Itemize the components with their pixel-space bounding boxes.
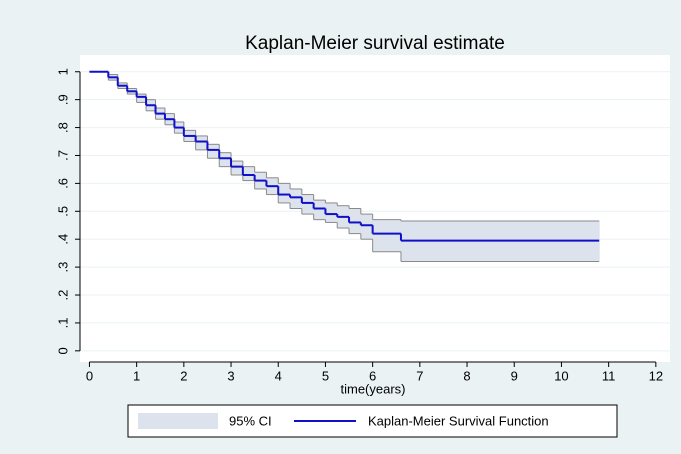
y-tick-label: .7: [55, 150, 70, 161]
x-tick-label: 0: [86, 368, 93, 383]
y-tick-label: 0: [55, 347, 70, 354]
ci-band: [325, 202, 338, 223]
x-tick-label: 12: [649, 368, 663, 383]
ci-band: [372, 219, 402, 252]
y-tick-label: 1: [55, 68, 70, 75]
ci-band: [207, 144, 220, 159]
x-tick-label: 5: [322, 368, 329, 383]
ci-band: [290, 188, 303, 209]
ci-band: [136, 94, 147, 103]
y-tick-label: .4: [55, 234, 70, 245]
ci-band: [219, 152, 232, 167]
x-tick-label: 10: [554, 368, 568, 383]
chart-title: Kaplan-Meier survival estimate: [245, 33, 505, 54]
legend-label: 95% CI: [229, 413, 272, 428]
y-tick-label: .6: [55, 178, 70, 189]
x-axis-label: time(years): [340, 381, 405, 396]
legend-label: Kaplan-Meier Survival Function: [368, 413, 549, 428]
ci-band: [360, 214, 374, 240]
ci-band: [313, 200, 326, 220]
ci-band: [195, 135, 208, 150]
ci-band: [231, 161, 244, 176]
y-tick-label: .2: [55, 290, 70, 301]
y-tick-label: .9: [55, 94, 70, 105]
ci-band: [242, 166, 256, 181]
x-tick-label: 9: [511, 368, 518, 383]
x-tick-label: 11: [602, 368, 616, 383]
y-tick-label: .1: [55, 318, 70, 329]
ci-band: [301, 194, 315, 215]
x-tick-label: 8: [463, 368, 470, 383]
x-tick-label: 3: [227, 368, 234, 383]
x-tick-label: 4: [275, 368, 282, 383]
legend-swatch: [138, 413, 218, 429]
ci-band: [278, 183, 291, 203]
x-tick-label: 2: [180, 368, 187, 383]
ci-band: [349, 208, 362, 234]
y-tick-label: .5: [55, 206, 70, 217]
y-tick-label: .8: [55, 122, 70, 133]
plot-area: [80, 55, 670, 362]
x-tick-label: 6: [369, 368, 376, 383]
x-tick-label: 1: [133, 368, 140, 383]
y-tick-label: .3: [55, 262, 70, 273]
x-tick-label: 7: [416, 368, 423, 383]
